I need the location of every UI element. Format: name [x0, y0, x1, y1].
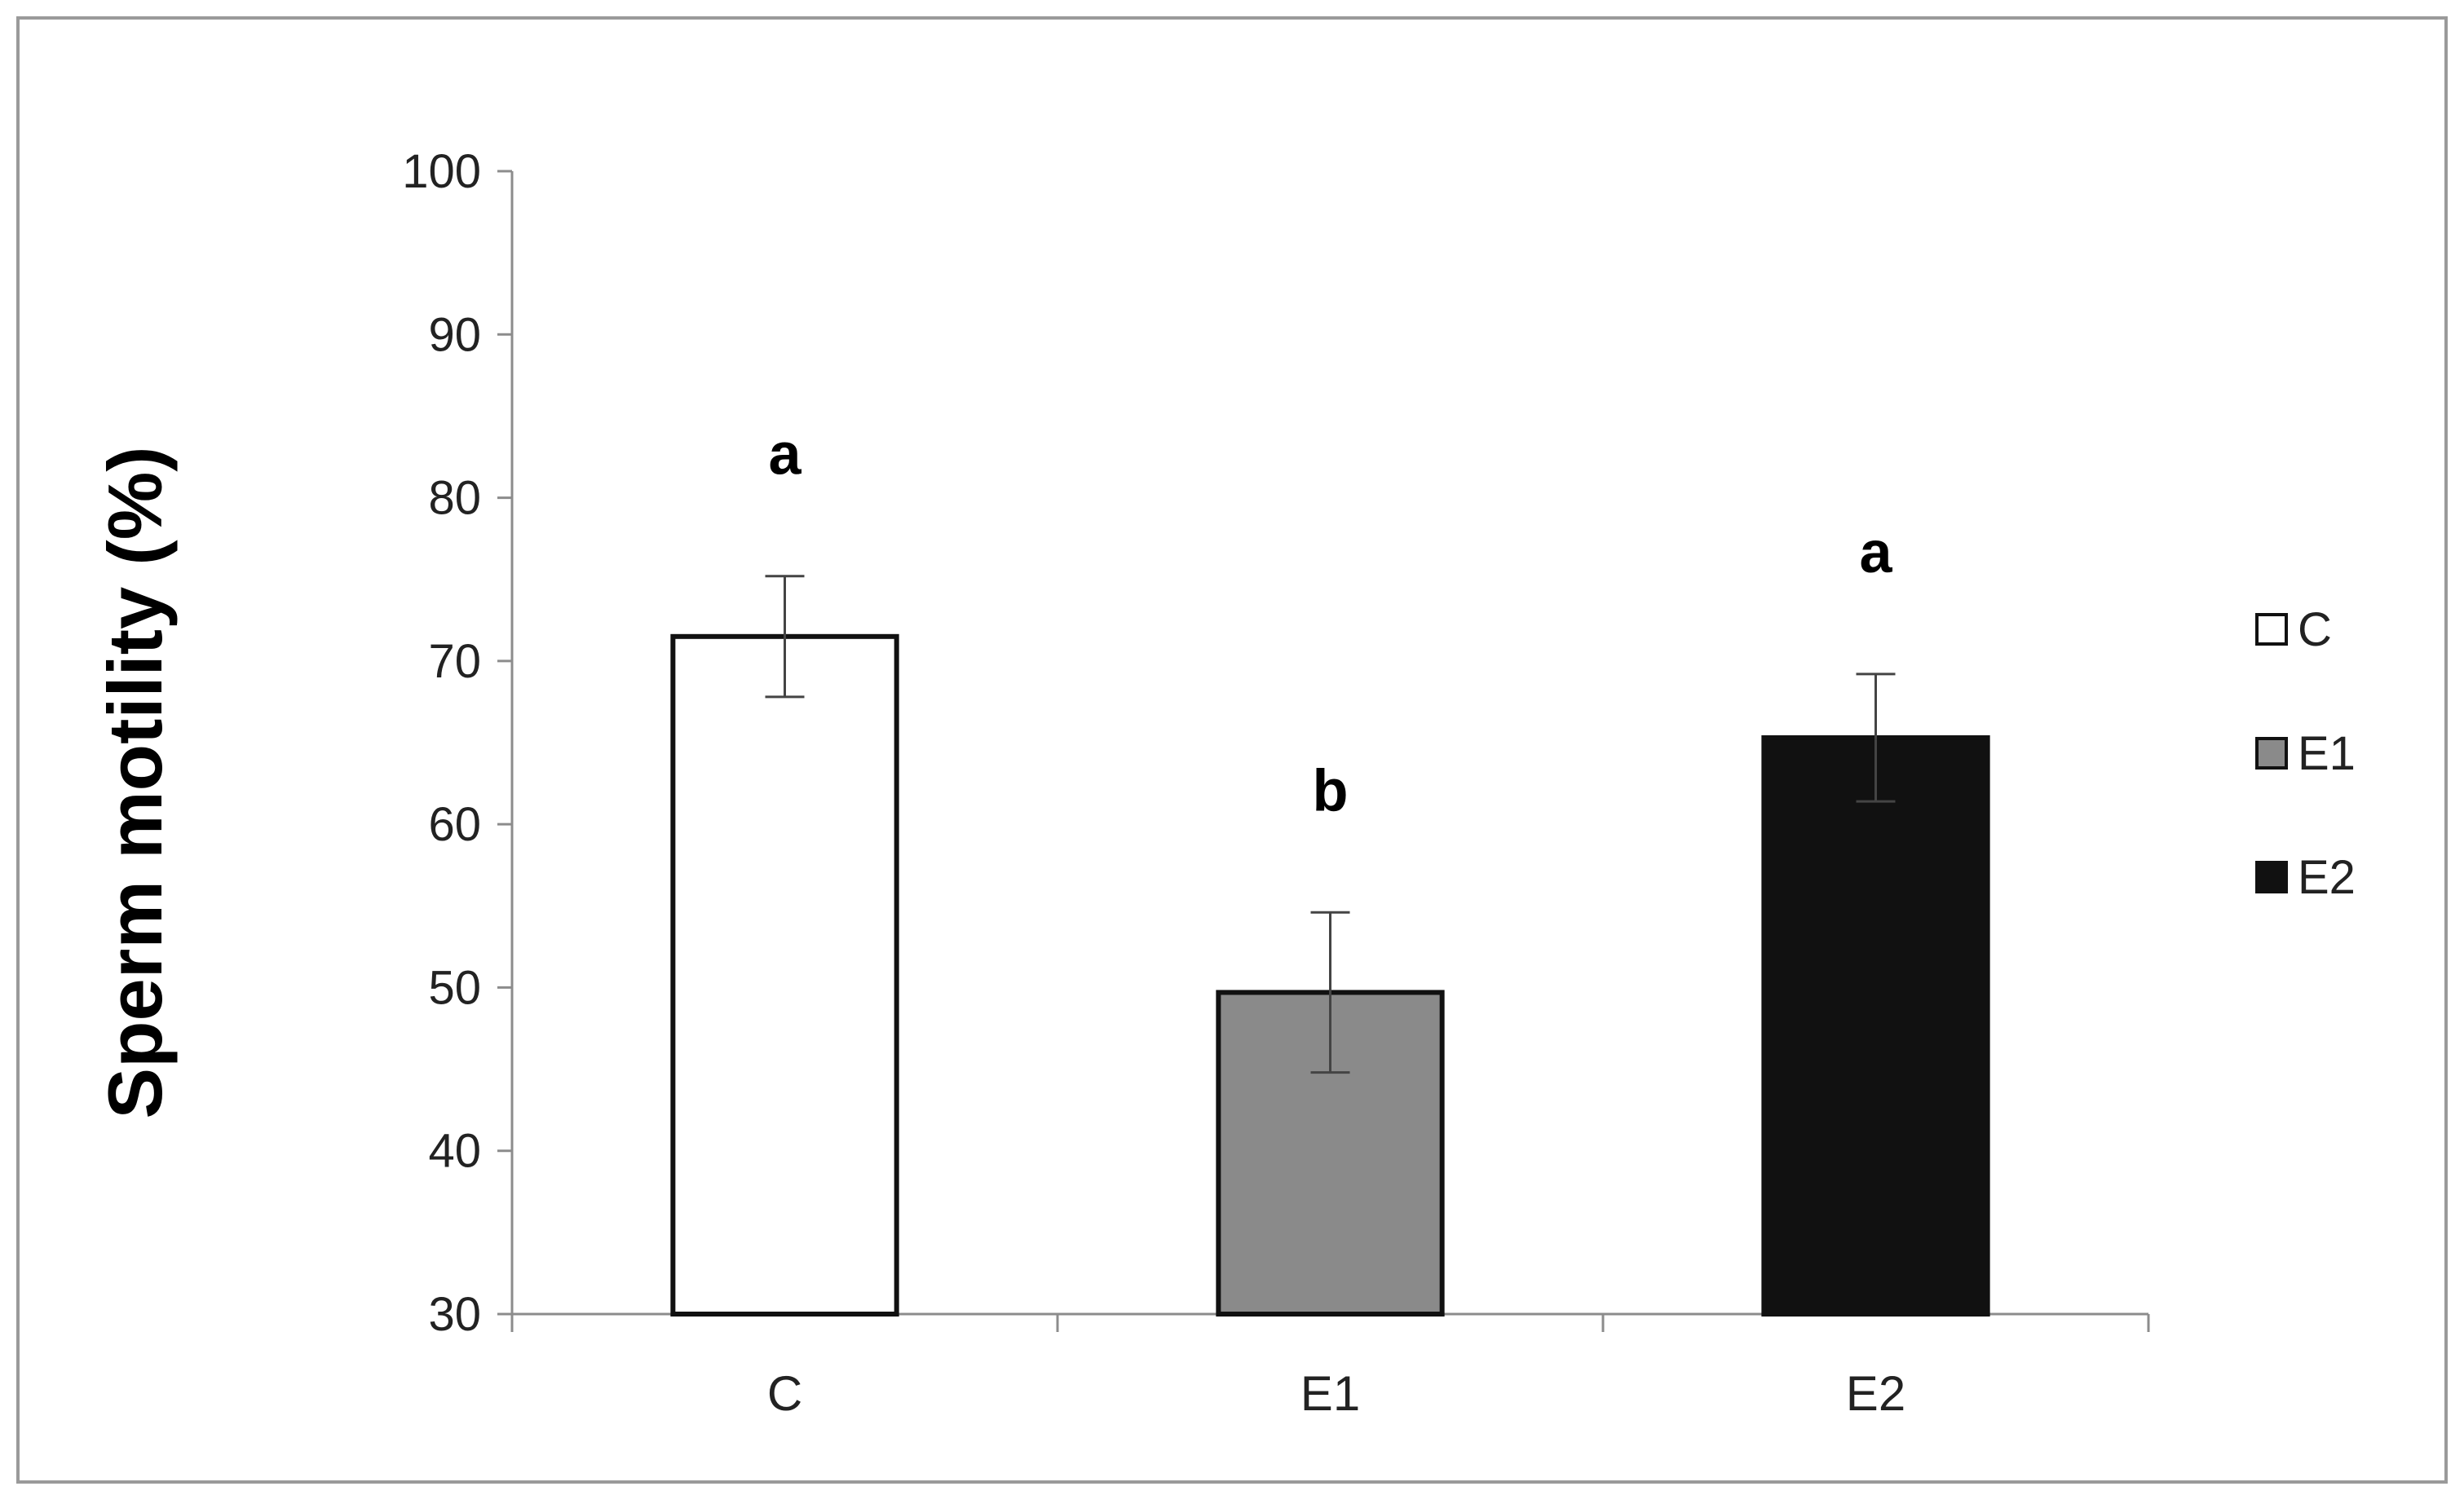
significance-label-E1: b — [1313, 758, 1349, 823]
y-tick-label: 40 — [428, 1125, 481, 1178]
y-tick-label: 70 — [428, 635, 481, 688]
significance-label-E2: a — [1859, 520, 1892, 585]
x-tick-label-E1: E1 — [1300, 1366, 1360, 1421]
bar-C — [670, 633, 899, 1317]
y-tick-label: 90 — [428, 308, 481, 361]
y-tick-label: 30 — [428, 1288, 481, 1341]
legend: C E1 E2 — [2255, 603, 2356, 904]
y-axis-label: Sperm motility (%) — [92, 446, 178, 1118]
legend-label-C: C — [2298, 603, 2332, 656]
labels: Ca E1 b E2 a — [767, 422, 1905, 1421]
bars — [670, 575, 1990, 1317]
x-tick-label-E2: E2 — [1846, 1366, 1905, 1421]
y-tick-label: 100 — [402, 145, 481, 198]
y-tick-label: 80 — [428, 472, 481, 525]
legend-swatch-E1 — [2255, 737, 2288, 770]
legend-label-E1: E1 — [2298, 727, 2356, 780]
bar-E2 — [1761, 734, 1990, 1317]
legend-swatch-E2 — [2255, 861, 2288, 893]
legend-swatch-C — [2255, 613, 2288, 646]
legend-label-E2: E2 — [2298, 851, 2356, 904]
x-tick-label-C: C — [767, 1366, 802, 1421]
y-tick-label: 60 — [428, 798, 481, 851]
significance-label-C: a — [768, 422, 801, 487]
y-tick-label: 50 — [428, 961, 481, 1014]
